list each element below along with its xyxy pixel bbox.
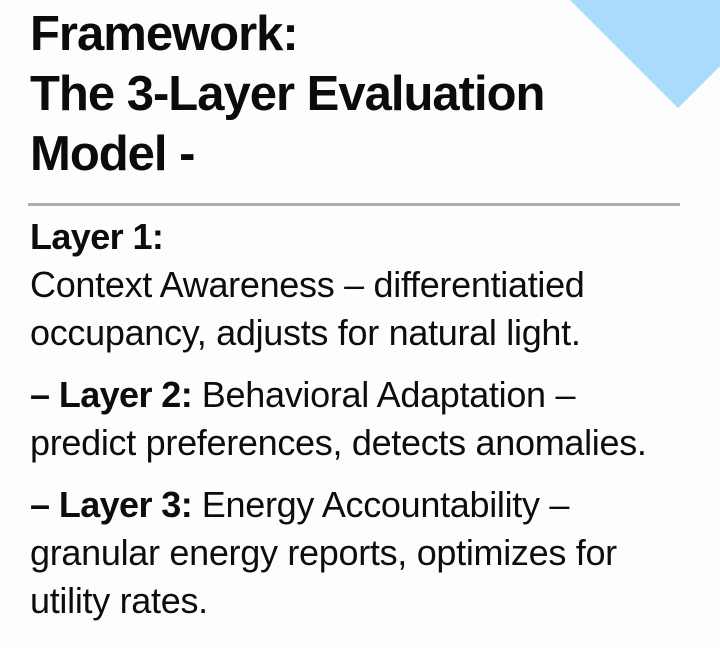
layer-3-body-line-3: utility rates. bbox=[30, 580, 208, 621]
layer-1-body-line-1: Context Awareness – differentiatied bbox=[30, 264, 585, 305]
layer-2-heading: – Layer 2: bbox=[30, 374, 193, 415]
title-line-1: Framework: bbox=[30, 7, 299, 61]
title-line-2: The 3-Layer Evaluation bbox=[30, 67, 545, 121]
slide-content: Framework: The 3-Layer Evaluation Model … bbox=[28, 0, 712, 625]
layer-3-line-1-text: Energy Accountability – bbox=[192, 484, 570, 525]
layer-2-line-1: – Layer 2: Behavioral Adaptation – bbox=[30, 371, 712, 419]
layer-3-line-1: – Layer 3: Energy Accountability – bbox=[30, 481, 712, 529]
layer-1-paragraph: Layer 1: Context Awareness – differentia… bbox=[30, 213, 712, 357]
layer-3-body-line-2: granular energy reports, optimizes for bbox=[30, 532, 617, 573]
layer-3-paragraph: – Layer 3: Energy Accountability – granu… bbox=[30, 481, 712, 625]
layer-2-line-1-text: Behavioral Adaptation – bbox=[192, 374, 576, 415]
layer-1-heading: Layer 1: bbox=[30, 216, 164, 257]
title-line-3: Model - bbox=[30, 127, 195, 181]
layer-1-body-line-2: occupancy, adjusts for natural light. bbox=[30, 312, 581, 353]
title-divider bbox=[28, 203, 680, 206]
layer-2-body-line-2: predict preferences, detects anomalies. bbox=[30, 422, 647, 463]
layer-3-heading: – Layer 3: bbox=[30, 484, 193, 525]
layer-2-paragraph: – Layer 2: Behavioral Adaptation – predi… bbox=[30, 371, 712, 467]
page-title: Framework: The 3-Layer Evaluation Model … bbox=[30, 4, 712, 184]
